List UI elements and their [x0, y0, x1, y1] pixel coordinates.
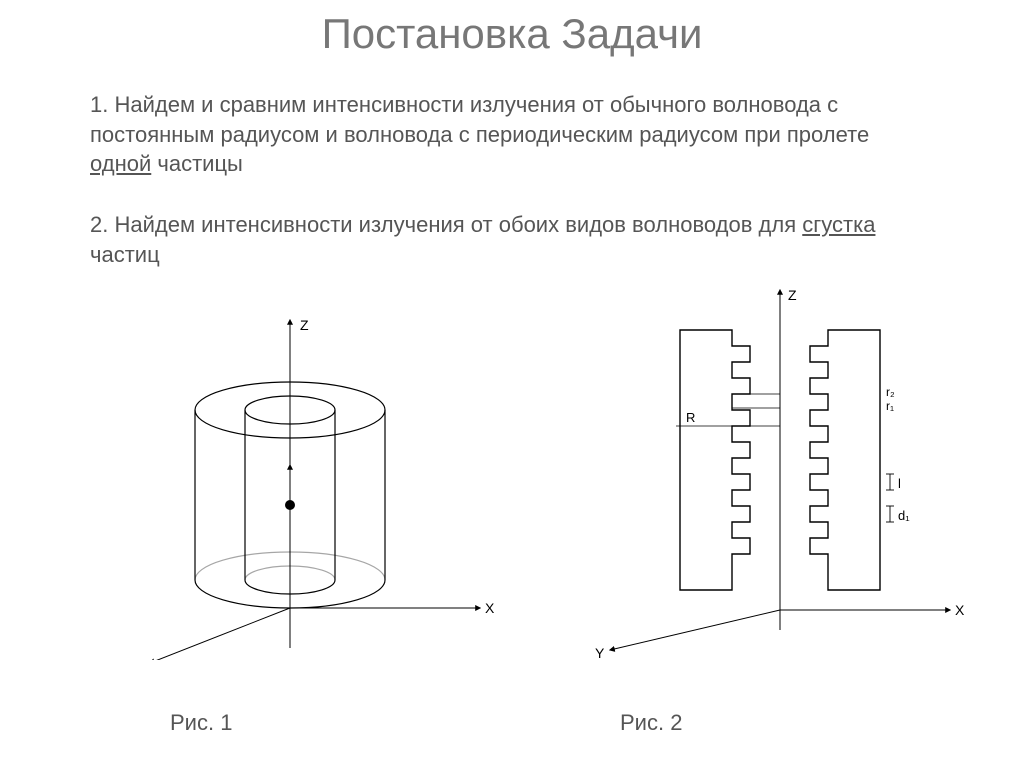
- svg-text:Z: Z: [300, 317, 309, 333]
- p1-text-post: частицы: [151, 151, 243, 176]
- figure-area: ZXY ZXYRr₂r₁ld₁: [0, 300, 1024, 720]
- figure-1: ZXY: [90, 300, 510, 660]
- svg-text:d₁: d₁: [898, 508, 910, 523]
- svg-text:l: l: [898, 476, 901, 491]
- slide-title: Постановка Задачи: [0, 10, 1024, 58]
- slide: Постановка Задачи 1. Найдем и сравним ин…: [0, 0, 1024, 768]
- svg-text:R: R: [686, 410, 695, 425]
- caption-fig2: Рис. 2: [620, 710, 682, 736]
- svg-text:Y: Y: [595, 645, 605, 660]
- figure-2: Z X Y Rr₂r₁ l d₁: [550, 280, 970, 660]
- paragraph-1: 1. Найдем и сравним интенсивности излуче…: [90, 90, 930, 179]
- p1-underlined: одной: [90, 151, 151, 176]
- figure-2-svg: Z X Y Rr₂r₁ l d₁: [550, 280, 970, 660]
- svg-text:r₁: r₁: [886, 399, 894, 413]
- p2-underlined: сгустка: [802, 212, 875, 237]
- paragraph-2: 2. Найдем интенсивности излучения от обо…: [90, 210, 930, 269]
- svg-text:X: X: [955, 602, 965, 618]
- p2-text-post: частиц: [90, 242, 160, 267]
- caption-fig1: Рис. 1: [170, 710, 232, 736]
- p1-text-pre: 1. Найдем и сравним интенсивности излуче…: [90, 92, 869, 147]
- svg-text:r₂: r₂: [886, 385, 895, 399]
- p2-text-pre: 2. Найдем интенсивности излучения от обо…: [90, 212, 802, 237]
- figure-1-svg: ZXY: [90, 300, 510, 660]
- svg-text:Z: Z: [788, 287, 797, 303]
- svg-text:X: X: [485, 600, 495, 616]
